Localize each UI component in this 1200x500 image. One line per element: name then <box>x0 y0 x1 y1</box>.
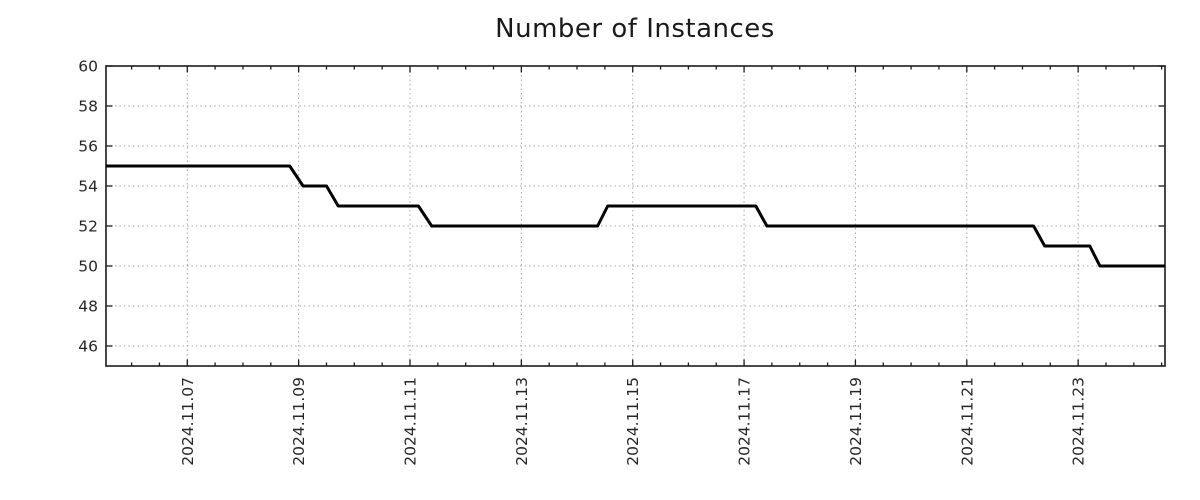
y-tick-label: 54 <box>78 178 98 196</box>
y-tick-label: 52 <box>78 218 98 236</box>
x-tick-label: 2024.11.17 <box>736 377 754 466</box>
x-tick-label: 2024.11.19 <box>847 377 865 466</box>
x-tick-label: 2024.11.07 <box>179 377 197 466</box>
y-tick-label: 60 <box>78 58 98 76</box>
data-line-instances <box>106 164 1165 268</box>
y-tick-label: 58 <box>78 98 98 116</box>
y-tick-label: 56 <box>78 138 98 156</box>
x-tick-label: 2024.11.13 <box>513 377 531 466</box>
x-tick-label: 2024.11.15 <box>624 377 642 466</box>
x-tick-label: 2024.11.09 <box>290 377 308 466</box>
x-tick-label: 2024.11.11 <box>402 377 420 466</box>
x-tick-label: 2024.11.23 <box>1070 377 1088 466</box>
y-tick-label: 46 <box>78 338 98 356</box>
chart-title: Number of Instances <box>495 14 775 44</box>
y-tick-label: 50 <box>78 258 98 276</box>
x-tick-label: 2024.11.21 <box>958 377 976 466</box>
plot-border <box>105 65 1166 367</box>
y-tick-label: 48 <box>78 298 98 316</box>
